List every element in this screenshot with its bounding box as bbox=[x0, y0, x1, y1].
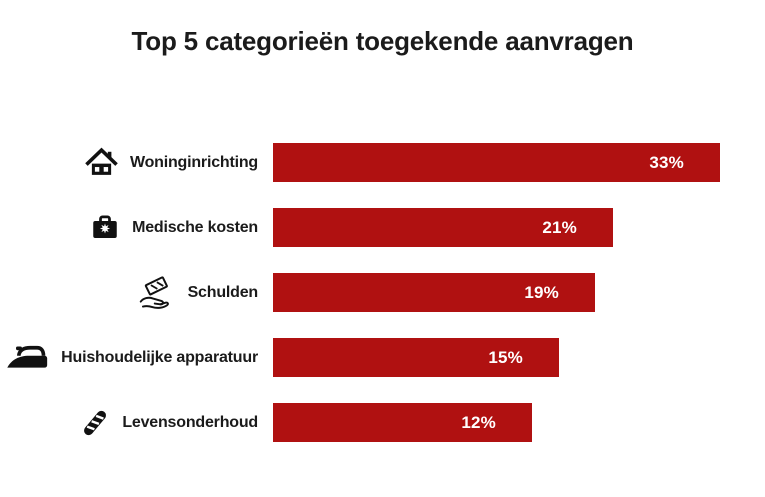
bar: 33% bbox=[273, 143, 720, 183]
chart-row: Woninginrichting 33% bbox=[0, 143, 765, 183]
category-label-group: Schulden bbox=[0, 276, 273, 309]
chart-row: Schulden 19% bbox=[0, 273, 765, 313]
bar: 21% bbox=[273, 208, 613, 248]
baguette-icon bbox=[80, 407, 110, 439]
value-label: 33% bbox=[649, 152, 684, 172]
bar: 12% bbox=[273, 403, 532, 443]
bar-chart: Top 5 categorieën toegekende aanvragen W… bbox=[0, 26, 765, 443]
category-label: Levensonderhoud bbox=[122, 413, 258, 431]
category-label-group: Levensonderhoud bbox=[0, 407, 273, 439]
chart-title: Top 5 categorieën toegekende aanvragen bbox=[131, 26, 634, 56]
category-label: Woninginrichting bbox=[129, 153, 258, 171]
category-label: Huishoudelijke apparatuur bbox=[61, 348, 258, 366]
category-label: Schulden bbox=[187, 283, 259, 301]
category-label-group: Medische kosten bbox=[0, 213, 273, 243]
bar: 15% bbox=[273, 338, 559, 378]
value-label: 19% bbox=[524, 282, 559, 302]
clothes-iron-icon bbox=[5, 345, 49, 371]
category-label-group: Huishoudelijke apparatuur bbox=[0, 345, 273, 371]
value-label: 21% bbox=[542, 217, 577, 237]
bar: 19% bbox=[273, 273, 595, 313]
category-label: Medische kosten bbox=[132, 218, 258, 236]
chart-row: Medische kosten 21% bbox=[0, 208, 765, 248]
first-aid-kit-icon bbox=[90, 213, 120, 243]
chart-row: Huishoudelijke apparatuur 15% bbox=[0, 338, 765, 378]
category-label-group: Woninginrichting bbox=[0, 146, 273, 179]
chart-row: Levensonderhoud 12% bbox=[0, 403, 765, 443]
chart-rows: Woninginrichting 33% Medische kosten 21%… bbox=[0, 143, 765, 443]
house-icon bbox=[85, 146, 118, 179]
hand-receiving-money-icon bbox=[136, 276, 176, 309]
value-label: 12% bbox=[461, 412, 496, 432]
value-label: 15% bbox=[488, 347, 523, 367]
